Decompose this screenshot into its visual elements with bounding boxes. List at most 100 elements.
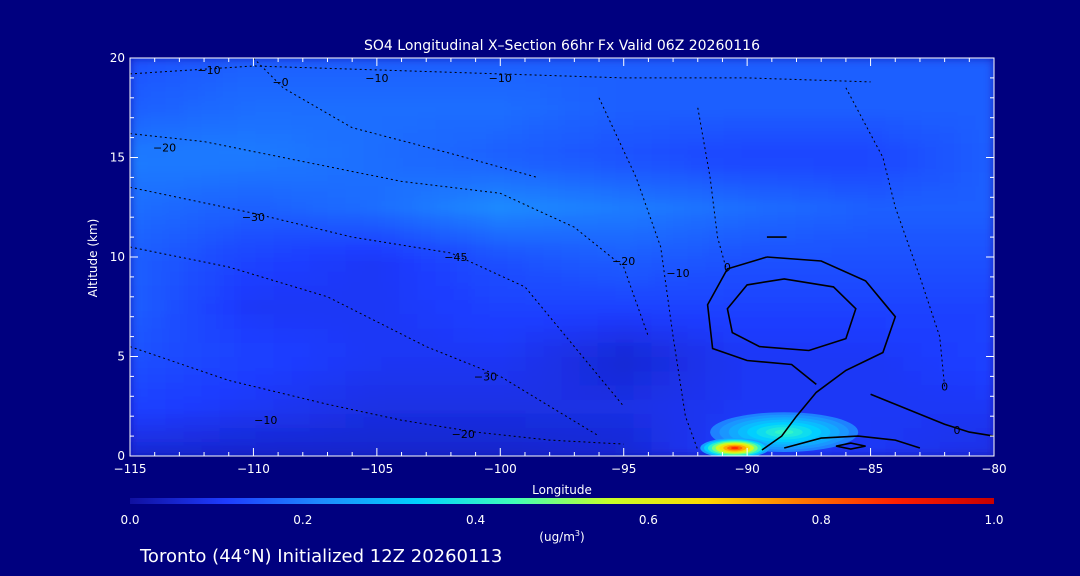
heatmap-cell [363, 356, 383, 372]
heatmap-cell [687, 114, 707, 130]
heatmap-cell [453, 327, 473, 343]
colorbar-units: (ug/m3) [539, 529, 584, 544]
heatmap-cell [705, 71, 725, 87]
heatmap-cell [687, 370, 707, 386]
heatmap-cell [381, 71, 401, 87]
heatmap-cell [759, 242, 779, 258]
heatmap-cell [183, 157, 203, 173]
heatmap-cell [273, 185, 293, 201]
heatmap-cell [633, 114, 653, 130]
heatmap-cell [327, 142, 347, 158]
heatmap-cell [903, 185, 923, 201]
heatmap-cell [831, 370, 851, 386]
heatmap-cell [201, 299, 221, 315]
heatmap-cell [939, 242, 959, 258]
heatmap-cell [867, 185, 887, 201]
heatmap-cell [759, 58, 779, 73]
heatmap-cell [633, 199, 653, 215]
heatmap-cell [921, 398, 941, 414]
heatmap-cell [273, 327, 293, 343]
heatmap-cell [363, 157, 383, 173]
heatmap-cell [561, 341, 581, 357]
heatmap-cell [435, 128, 455, 144]
heatmap-cell [957, 384, 977, 400]
heatmap-cell [795, 128, 815, 144]
contour-line-solid [761, 256, 897, 451]
heatmap-cell [921, 199, 941, 215]
contour-label: 0 [941, 380, 948, 393]
heatmap-cell [615, 157, 635, 173]
heatmap-cell [759, 142, 779, 158]
heatmap-cell [651, 242, 671, 258]
heatmap-cell [345, 341, 365, 357]
heatmap-cell [651, 228, 671, 244]
heatmap-cell [435, 427, 455, 443]
heatmap-cell [309, 228, 329, 244]
heatmap-cell [633, 412, 653, 429]
contour-labels: −10 −0 −10 −10 −20 −30 −45 −20 −10 0 −30 −10 −20 0 0 [153, 64, 961, 441]
heatmap-cell [381, 341, 401, 357]
heatmap-cell [453, 142, 473, 158]
heatmap-cell [741, 284, 761, 301]
heatmap-cell [147, 100, 167, 116]
heatmap-cell [291, 313, 311, 329]
contour-line-dashed [130, 186, 625, 407]
heatmap-cell [633, 58, 653, 73]
heatmap-cell [633, 313, 653, 329]
heatmap-cell [615, 270, 635, 286]
heatmap-cell [741, 199, 761, 215]
heatmap-cell [147, 412, 167, 429]
heatmap-cell [669, 213, 689, 230]
heatmap-cell [507, 398, 527, 414]
heatmap-cell [957, 171, 977, 187]
heatmap-cell [723, 128, 743, 144]
heatmap-cell [741, 157, 761, 173]
heatmap-cell [669, 441, 689, 456]
x-tick-label: −110 [237, 462, 270, 476]
heatmap-cell [399, 85, 419, 102]
heatmap-cell [651, 284, 671, 301]
heatmap-cell [435, 384, 455, 400]
heatmap-cell [741, 213, 761, 230]
heatmap-cell [939, 58, 959, 73]
heatmap-cell [975, 171, 994, 187]
heatmap-cell [867, 427, 887, 443]
heatmap-cell [507, 128, 527, 144]
heatmap-cell [309, 327, 329, 343]
heatmap-cell [327, 58, 347, 73]
y-tick-label: 10 [110, 250, 125, 264]
heatmap-cell [957, 313, 977, 329]
heatmap-cell [453, 284, 473, 301]
heatmap-cell [327, 356, 347, 372]
heatmap-cell [399, 427, 419, 443]
heatmap-cell [579, 171, 599, 187]
heatmap-cell [291, 128, 311, 144]
heatmap-cell [219, 128, 239, 144]
heatmap-cell [633, 228, 653, 244]
contour-label: −10 [666, 267, 689, 280]
heatmap-cell [435, 370, 455, 386]
heatmap-cell [525, 370, 545, 386]
heatmap-cell [309, 284, 329, 301]
heatmap-cell [417, 270, 437, 286]
plume-ring [730, 446, 739, 450]
heatmap-cell [130, 398, 149, 414]
heatmap-cell [597, 256, 617, 272]
heatmap-cell [525, 299, 545, 315]
heatmap-cell [291, 85, 311, 102]
heatmap-cell [939, 327, 959, 343]
heatmap-cell [975, 270, 994, 286]
heatmap-cell [327, 228, 347, 244]
heatmap-cell [795, 313, 815, 329]
heatmap-cell [759, 370, 779, 386]
heatmap-cell [597, 412, 617, 429]
heatmap-cell [777, 242, 797, 258]
heatmap-cell [525, 71, 545, 87]
heatmap-cell [615, 100, 635, 116]
heatmap-cell [795, 185, 815, 201]
heatmap-cell [309, 71, 329, 87]
heatmap-cell [183, 441, 203, 456]
heatmap-cell [597, 228, 617, 244]
heatmap-cell [903, 128, 923, 144]
heatmap-cell [237, 128, 257, 144]
